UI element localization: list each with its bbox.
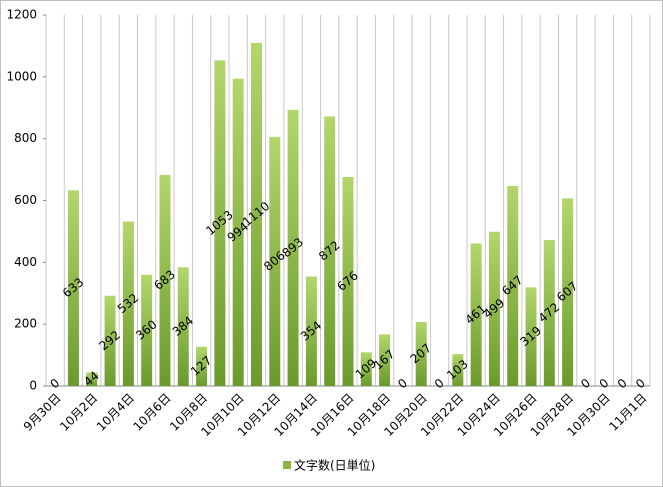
bar bbox=[214, 60, 226, 386]
y-tick-label: 0 bbox=[29, 379, 37, 393]
y-tick-label: 600 bbox=[14, 193, 37, 207]
bar bbox=[543, 240, 555, 386]
bar bbox=[342, 177, 354, 386]
y-tick-label: 1000 bbox=[6, 69, 37, 83]
bar bbox=[507, 185, 519, 386]
legend-label: 文字数(日単位) bbox=[294, 458, 375, 473]
y-tick-label: 200 bbox=[14, 317, 37, 331]
bar bbox=[250, 42, 262, 386]
bar bbox=[122, 221, 134, 386]
bar bbox=[360, 352, 372, 386]
bar bbox=[104, 295, 116, 386]
bar bbox=[525, 287, 537, 386]
bar bbox=[269, 136, 281, 386]
legend-swatch bbox=[283, 461, 291, 469]
bar bbox=[324, 116, 336, 386]
bar bbox=[196, 346, 208, 386]
bar bbox=[159, 174, 171, 386]
bar bbox=[141, 274, 153, 386]
y-tick-label: 400 bbox=[14, 255, 37, 269]
y-tick-label: 1200 bbox=[6, 8, 37, 22]
bar bbox=[287, 109, 299, 386]
bar bbox=[177, 267, 189, 386]
bar bbox=[452, 354, 464, 386]
bar bbox=[415, 322, 427, 386]
bar bbox=[488, 231, 500, 386]
bar bbox=[379, 334, 391, 386]
bar bbox=[562, 198, 574, 386]
bar bbox=[305, 276, 317, 386]
bar bbox=[232, 78, 244, 387]
bar bbox=[86, 372, 98, 386]
bar bbox=[67, 190, 79, 386]
y-tick-label: 800 bbox=[14, 131, 37, 145]
bar bbox=[470, 243, 482, 386]
